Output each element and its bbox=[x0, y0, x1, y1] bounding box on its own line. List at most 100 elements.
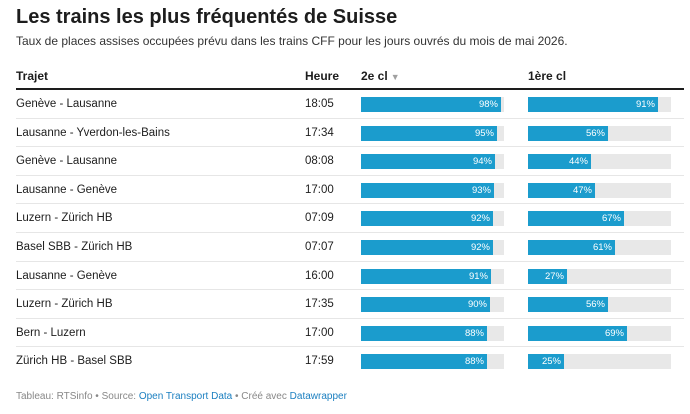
first-class-bar bbox=[528, 268, 567, 284]
cell-trajet: Luzern - Zürich HB bbox=[16, 212, 113, 225]
column-header-second-class-label: 2e cl bbox=[361, 69, 388, 83]
source-link[interactable]: Open Transport Data bbox=[138, 391, 233, 402]
table-row: Basel SBB - Zürich HB 07:07 92% 61% bbox=[16, 233, 684, 262]
cell-trajet: Genève - Lausanne bbox=[16, 98, 118, 110]
cell-heure: 07:09 bbox=[305, 212, 334, 225]
datawrapper-link[interactable]: Datawrapper bbox=[289, 391, 347, 402]
second-class-bar bbox=[361, 297, 490, 313]
second-class-bar-label: 98% bbox=[478, 99, 498, 110]
cell-trajet: Zürich HB - Basel SBB bbox=[16, 355, 133, 368]
second-class-bar-track: 92% bbox=[361, 211, 504, 227]
first-class-bar bbox=[528, 125, 608, 141]
second-class-bar-track: 92% bbox=[361, 239, 504, 255]
cell-heure: 07:07 bbox=[305, 240, 334, 253]
second-class-bar-track: 98% bbox=[361, 97, 504, 112]
first-class-bar-label: 56% bbox=[585, 127, 605, 139]
first-class-bar-label: 25% bbox=[541, 356, 561, 368]
second-class-bar-track: 94% bbox=[361, 154, 504, 170]
first-class-bar bbox=[528, 354, 564, 370]
second-class-bar bbox=[361, 211, 493, 227]
first-class-bar bbox=[528, 97, 658, 112]
footer-created-with: • Créé avec bbox=[235, 391, 287, 402]
first-class-bar-track: 56% bbox=[528, 125, 671, 141]
second-class-bar bbox=[361, 354, 487, 370]
first-class-bar-label: 67% bbox=[601, 213, 621, 225]
second-class-bar bbox=[361, 268, 491, 284]
first-class-bar-track: 25% bbox=[528, 354, 671, 370]
cell-heure: 17:00 bbox=[305, 183, 334, 196]
cell-trajet: Genève - Lausanne bbox=[16, 155, 118, 168]
first-class-bar-track: 56% bbox=[528, 297, 671, 313]
cell-trajet: Lausanne - Genève bbox=[16, 269, 118, 282]
table-row: Genève - Lausanne 18:05 98% 91% bbox=[16, 90, 684, 119]
cell-trajet: Lausanne - Genève bbox=[16, 183, 118, 196]
first-class-bar bbox=[528, 154, 591, 170]
cell-heure: 17:34 bbox=[305, 126, 334, 139]
second-class-bar-track: 91% bbox=[361, 268, 504, 284]
column-header-second-class[interactable]: 2e cl ▼ bbox=[361, 69, 400, 83]
column-header-trajet[interactable]: Trajet bbox=[16, 69, 49, 83]
first-class-bar bbox=[528, 297, 608, 313]
second-class-bar-label: 91% bbox=[468, 270, 488, 282]
cell-heure: 17:59 bbox=[305, 355, 334, 368]
first-class-bar-track: 47% bbox=[528, 182, 671, 198]
table-body: Genève - Lausanne 18:05 98% 91% Lausanne - Y… bbox=[16, 90, 684, 376]
second-class-bar bbox=[361, 325, 487, 341]
second-class-bar-label: 90% bbox=[467, 299, 487, 311]
table-row: Luzern - Zürich HB 07:09 92% 67% bbox=[16, 204, 684, 233]
second-class-bar-track: 88% bbox=[361, 354, 504, 370]
table-row: Lausanne - Genève 17:00 93% 47% bbox=[16, 176, 684, 205]
second-class-bar-label: 92% bbox=[470, 241, 490, 253]
cell-heure: 18:05 bbox=[305, 98, 334, 110]
cell-trajet: Lausanne - Yverdon-les-Bains bbox=[16, 126, 170, 139]
table-header: Trajet Heure 2e cl ▼ 1ère cl bbox=[16, 66, 684, 90]
table-row: Lausanne - Genève 16:00 91% 27% bbox=[16, 262, 684, 291]
second-class-bar bbox=[361, 125, 497, 141]
cell-trajet: Bern - Luzern bbox=[16, 326, 86, 339]
first-class-bar-label: 44% bbox=[568, 156, 588, 168]
first-class-bar-track: 27% bbox=[528, 268, 671, 284]
second-class-bar-label: 94% bbox=[472, 156, 492, 168]
second-class-bar-label: 95% bbox=[474, 127, 494, 139]
second-class-bar-label: 88% bbox=[464, 327, 484, 339]
first-class-bar-label: 91% bbox=[635, 99, 655, 110]
first-class-bar-label: 69% bbox=[604, 327, 624, 339]
second-class-bar bbox=[361, 239, 493, 255]
first-class-bar-label: 47% bbox=[572, 184, 592, 196]
table-row: Genève - Lausanne 08:08 94% 44% bbox=[16, 147, 684, 176]
second-class-bar-label: 88% bbox=[464, 356, 484, 368]
second-class-bar bbox=[361, 182, 494, 198]
first-class-bar bbox=[528, 211, 624, 227]
cell-heure: 17:35 bbox=[305, 298, 334, 311]
first-class-bar bbox=[528, 239, 615, 255]
first-class-bar-track: 69% bbox=[528, 325, 671, 341]
cell-heure: 08:08 bbox=[305, 155, 334, 168]
second-class-bar-track: 93% bbox=[361, 182, 504, 198]
chart-subtitle: Taux de places assises occupées prévu da… bbox=[16, 34, 568, 48]
chart-footer: Tableau: RTSinfo • Source: Open Transpor… bbox=[16, 391, 347, 402]
second-class-bar-label: 93% bbox=[471, 184, 491, 196]
first-class-bar-label: 61% bbox=[592, 241, 612, 253]
column-header-first-class[interactable]: 1ère cl bbox=[528, 69, 567, 83]
first-class-bar-track: 61% bbox=[528, 239, 671, 255]
first-class-bar-label: 56% bbox=[585, 299, 605, 311]
cell-heure: 17:00 bbox=[305, 326, 334, 339]
footer-credit: Tableau: RTSinfo • Source: bbox=[16, 391, 137, 402]
column-header-heure[interactable]: Heure bbox=[305, 69, 340, 83]
second-class-bar-track: 95% bbox=[361, 125, 504, 141]
first-class-bar bbox=[528, 182, 595, 198]
cell-heure: 16:00 bbox=[305, 269, 334, 282]
first-class-bar-track: 44% bbox=[528, 154, 671, 170]
second-class-bar-track: 88% bbox=[361, 325, 504, 341]
table-row: Lausanne - Yverdon-les-Bains 17:34 95% 56% bbox=[16, 119, 684, 148]
cell-trajet: Basel SBB - Zürich HB bbox=[16, 240, 133, 253]
first-class-bar bbox=[528, 325, 627, 341]
second-class-bar-label: 92% bbox=[470, 213, 490, 225]
sort-descending-icon[interactable]: ▼ bbox=[390, 72, 400, 82]
second-class-bar bbox=[361, 154, 495, 170]
first-class-bar-track: 67% bbox=[528, 211, 671, 227]
table-row: Bern - Luzern 17:00 88% 69% bbox=[16, 319, 684, 348]
cell-trajet: Luzern - Zürich HB bbox=[16, 298, 113, 311]
first-class-bar-label: 27% bbox=[544, 270, 564, 282]
second-class-bar-track: 90% bbox=[361, 297, 504, 313]
